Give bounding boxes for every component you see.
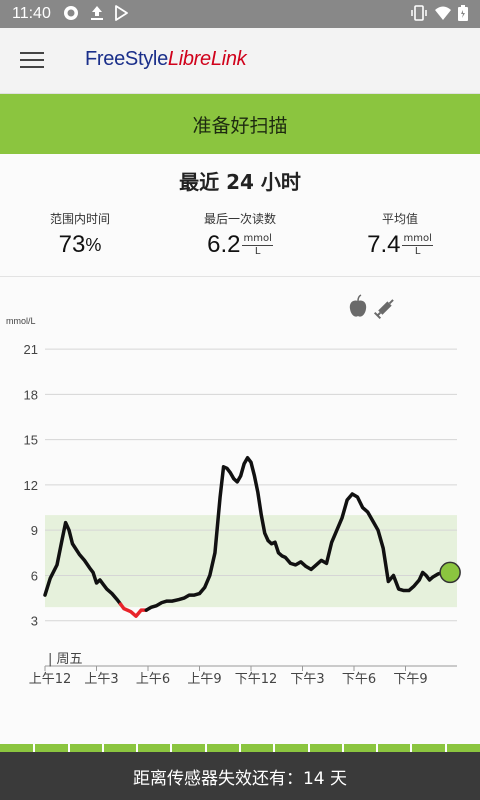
life-bar-divider: [170, 744, 173, 752]
unit-denominator: L: [414, 246, 421, 257]
ready-to-scan-label: 准备好扫描: [192, 114, 288, 137]
unit-denominator: L: [254, 246, 261, 257]
life-bar-divider: [341, 744, 344, 752]
time-in-range-value: 73: [58, 231, 86, 258]
y-axis-label: mmol/L: [6, 316, 36, 326]
average-stat: 平均值 7.4 mmol L: [320, 210, 480, 259]
last-reading-unit: mmol L: [242, 233, 273, 258]
life-bar-divider: [204, 744, 207, 752]
life-bar-divider: [273, 744, 276, 752]
last-reading-value: 6.2: [207, 231, 241, 258]
logo-sub: LibreLink: [167, 48, 247, 70]
x-tick-label: 上午9: [187, 672, 221, 687]
app-logo: FreeStyleLibreLink: [85, 48, 247, 71]
wifi-icon: [435, 6, 451, 20]
sensor-life-text: 距离传感器失效还有：14 天: [132, 768, 348, 789]
unit-numerator: mmol: [402, 233, 433, 246]
insulin-syringe-icon: [373, 299, 394, 320]
x-tick-label: 上午6: [136, 672, 170, 687]
x-tick-label: 上午3: [84, 672, 118, 687]
play-store-icon: [115, 5, 128, 21]
glucose-line-low-segment: [118, 602, 149, 618]
divider: [0, 276, 480, 277]
glucose-line-segment: [144, 455, 452, 612]
menu-icon[interactable]: [20, 50, 46, 70]
y-tick-label: 9: [31, 523, 38, 538]
life-bar-divider: [101, 744, 104, 752]
unit-numerator: mmol: [242, 233, 273, 246]
x-tick-label: 下午3: [290, 672, 324, 687]
glucose-line-segment: [43, 520, 123, 606]
average-unit: mmol L: [402, 233, 433, 258]
day-marker-label: | 周五: [48, 652, 83, 667]
period-title: 最近 24 小时: [179, 170, 301, 194]
life-bar-divider: [67, 744, 70, 752]
glucose-chart: 3 6 9 12 15 18 21 mmol/L 上午12 上午3 上午6 上午9 下午12 下午3 下午6…: [6, 316, 461, 687]
y-tick-label: 6: [31, 568, 38, 583]
average-value: 7.4: [367, 231, 401, 258]
life-bar-divider: [136, 744, 139, 752]
event-icons: [349, 294, 394, 320]
status-time: 11:40: [12, 5, 51, 22]
last-reading-label: 最后一次读数: [203, 212, 276, 226]
life-bar-divider: [239, 744, 241, 752]
vibrate-icon: [411, 5, 427, 21]
time-in-range-label: 范围内时间: [49, 212, 110, 226]
y-tick-label: 12: [24, 478, 38, 493]
y-tick-label: 18: [24, 387, 38, 402]
record-icon: [64, 6, 78, 20]
status-bar: 11:40: [0, 0, 480, 28]
y-tick-label: 21: [24, 342, 38, 357]
battery-icon: [458, 5, 468, 21]
ready-to-scan-banner[interactable]: 准备好扫描: [0, 94, 480, 154]
x-tick-label: 下午12: [235, 672, 278, 687]
current-reading-point: [439, 561, 461, 584]
logo-brand: FreeStyle: [85, 48, 168, 70]
life-bar-divider: [444, 744, 447, 752]
life-bar-divider: [376, 744, 379, 752]
life-bar-divider: [410, 744, 413, 752]
percent-unit: %: [85, 235, 102, 255]
x-tick-label: 上午12: [29, 672, 72, 687]
food-apple-icon: [349, 294, 367, 317]
time-in-range-stat: 范围内时间 73 %: [0, 210, 160, 259]
average-label: 平均值: [381, 212, 418, 226]
main-content: 最近 24 小时 范围内时间 73 % 最后一次读数 6.2 mmol L 平均…: [0, 154, 480, 744]
life-bar-divider: [33, 744, 36, 752]
app-bar: FreeStyleLibreLink: [0, 28, 480, 94]
sensor-life-bar: [0, 744, 480, 752]
upload-icon: [91, 6, 103, 20]
last-reading-stat: 最后一次读数 6.2 mmol L: [160, 210, 320, 259]
y-tick-label: 3: [31, 614, 38, 629]
x-tick-label: 下午6: [342, 672, 376, 687]
target-range-band: [45, 515, 457, 608]
life-bar-divider: [307, 744, 310, 752]
x-tick-label: 下午9: [393, 672, 427, 687]
y-tick-label: 15: [24, 433, 38, 448]
sensor-life-footer: 距离传感器失效还有：14 天: [0, 752, 480, 800]
